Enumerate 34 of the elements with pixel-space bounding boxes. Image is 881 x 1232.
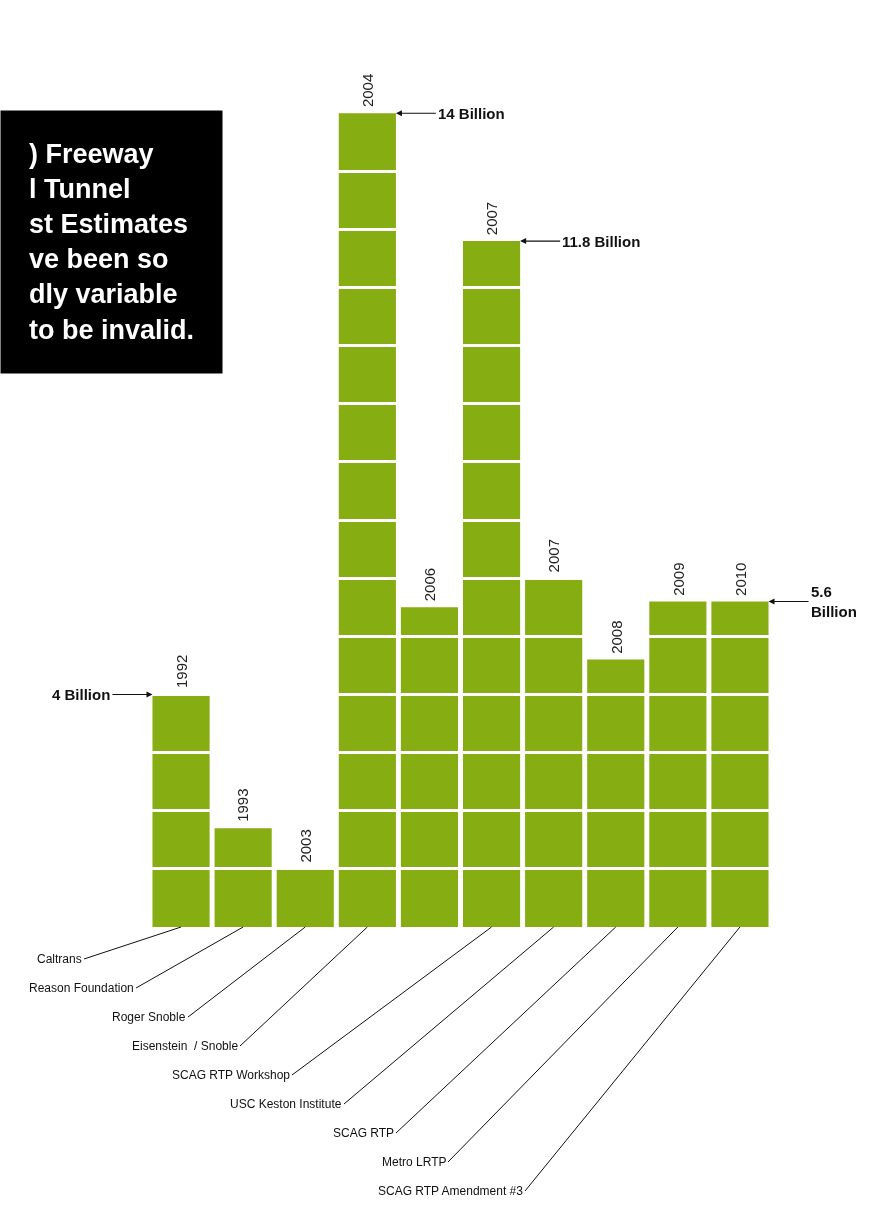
- x-tick-label: 2010: [731, 562, 749, 596]
- x-tick-label: 1993: [234, 788, 252, 822]
- x-tick-label: 1992: [173, 654, 191, 689]
- bar: [214, 828, 272, 927]
- bar: [462, 241, 521, 927]
- bar: [152, 694, 210, 927]
- bar: [338, 113, 396, 927]
- bar: [525, 578, 583, 927]
- data-label: 5.6 Billion: [811, 583, 857, 620]
- data-label: 11.8 Billion: [562, 233, 641, 250]
- bar: [400, 607, 459, 927]
- bar: [649, 601, 707, 927]
- x-tick-label: 2008: [607, 620, 625, 654]
- text: Metro LRTP: [382, 1155, 447, 1169]
- data-label: 14 Billion: [438, 105, 505, 122]
- text: Eisenstein / Snoble: [132, 1039, 239, 1053]
- data-label: 4 Billion: [52, 686, 111, 703]
- text: SCAG RTP: [333, 1126, 395, 1140]
- bar: [711, 601, 769, 927]
- x-tick-label: 2003: [296, 829, 314, 863]
- text: ) Freeway l Tunnel st Estimates ve been so dly variable to be invalid.: [29, 139, 195, 345]
- x-tick-label: 2006: [420, 567, 438, 602]
- text: Roger Snoble: [112, 1010, 186, 1024]
- text: Reason Foundation: [29, 981, 134, 995]
- bar: [276, 868, 334, 927]
- x-tick-label: 2007: [544, 539, 562, 573]
- bar: [587, 659, 645, 927]
- x-tick-label: 2004: [358, 73, 376, 108]
- text: SCAG RTP Workshop: [172, 1068, 291, 1082]
- text: Caltrans: [37, 952, 82, 966]
- text: USC Keston Institute: [230, 1097, 342, 1111]
- text: SCAG RTP Amendment #3: [378, 1184, 524, 1198]
- x-tick-label: 2007: [482, 201, 500, 236]
- x-tick-label: 2009: [669, 562, 687, 596]
